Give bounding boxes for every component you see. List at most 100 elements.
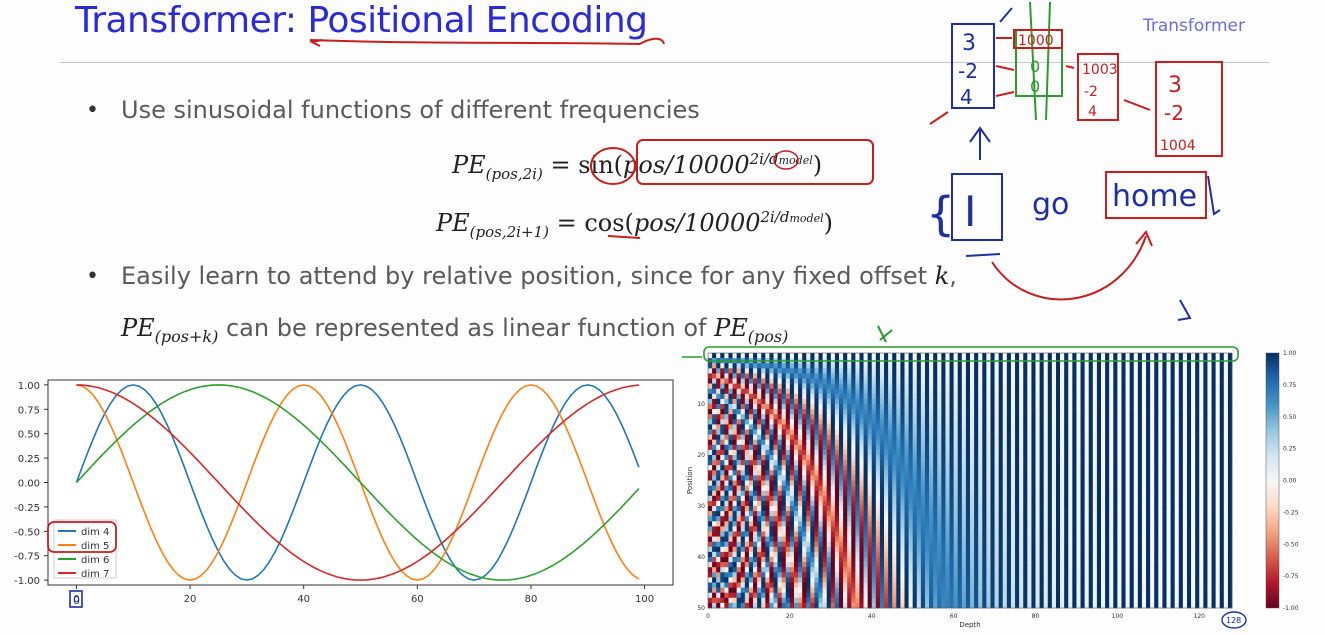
hm-x-tick-label: 60 — [950, 613, 958, 620]
eq2-lhs: PE — [436, 209, 470, 237]
colorbar-tick-label: -0.75 — [1283, 573, 1299, 580]
vec3-2: 1004 — [1160, 138, 1196, 154]
hm-y-tick-label: 40 — [697, 554, 705, 561]
y-tick-label: -1.00 — [14, 576, 40, 587]
hm-ylabel: Position — [686, 467, 694, 494]
legend-label: dim 5 — [81, 541, 109, 552]
colorbar-tick-label: 0.75 — [1283, 382, 1297, 389]
legend-label: dim 6 — [81, 555, 109, 566]
series-line-4 — [75, 384, 640, 581]
heatmap-frame — [707, 352, 1233, 609]
pe-label: PE — [714, 314, 748, 342]
word-go: go — [1032, 187, 1069, 222]
pe-vec-0: 1000 — [1018, 33, 1054, 49]
bullet-dot-1: • — [86, 98, 99, 123]
pek-label: PE — [121, 314, 155, 342]
hm-xlabel: Depth — [959, 621, 980, 629]
zero-ink-box — [69, 590, 83, 608]
colorbar-tick-label: 0.00 — [1283, 478, 1297, 485]
eq1-sub: (pos,2i) — [485, 164, 543, 183]
vec1-0: 3 — [962, 31, 976, 56]
x-tick-label: 100 — [635, 594, 654, 605]
eq2-fn: cos — [584, 209, 625, 237]
eq2-sub: (pos,2i+1) — [469, 222, 549, 241]
first-row-ink — [703, 346, 1239, 362]
legend-ink-box — [47, 521, 117, 553]
bullet-2-k: k — [934, 262, 950, 290]
line-chart: 1.00 0.75 0.50 0.25 0.00 -0.25 -0.50 -0.75 -1.00… — [14, 379, 674, 608]
word-home: home — [1112, 179, 1197, 214]
zero-mark: 0 — [73, 594, 80, 607]
x-tick-label: 40 — [297, 594, 310, 605]
y-tick-label: 0.00 — [18, 479, 40, 490]
y-tick-label: -0.25 — [14, 503, 40, 514]
section-label: Transformer — [1142, 16, 1245, 36]
colorbar-tick-label: -1.00 — [1283, 605, 1299, 612]
vec1-2: 4 — [960, 85, 973, 109]
pek-sub: (pos+k) — [154, 326, 219, 346]
y-tick-label: 0.50 — [18, 430, 40, 441]
bullet-dot-2: • — [86, 264, 99, 289]
legend-box — [53, 519, 117, 579]
depth-ink-circle — [1221, 611, 1247, 629]
vec2-2: 4 — [1088, 104, 1097, 120]
colorbar-tick-label: 1.00 — [1283, 350, 1297, 357]
equation-cos: PE(pos,2i+1) = cos(pos/100002i/dmodel) — [436, 208, 833, 241]
colorbar-tick-label: -0.25 — [1283, 509, 1299, 516]
depth-mark: 128 — [1226, 616, 1241, 625]
hm-y-tick-label: 20 — [697, 452, 705, 459]
y-tick-label: -0.75 — [14, 552, 40, 563]
vec3-1: -2 — [1164, 101, 1184, 125]
vec2-0: 1003 — [1082, 62, 1118, 78]
hm-x-tick-label: 100 — [1112, 613, 1124, 620]
hm-x-tick-label: 80 — [1032, 613, 1040, 620]
y-tick-label: 0.25 — [18, 454, 40, 465]
hm-x-tick-label: 20 — [786, 613, 794, 620]
series-line-6 — [75, 384, 640, 581]
pe-sub: (pos) — [747, 326, 789, 346]
x-tick-label: 20 — [184, 594, 197, 605]
y-tick-label: 0.75 — [18, 405, 40, 416]
colorbar-tick-label: -0.50 — [1283, 541, 1299, 548]
eq2-arg: pos/10000 — [633, 209, 761, 237]
y-tick-label: 1.00 — [18, 381, 40, 392]
eq2-sup: 2i/d — [760, 208, 790, 226]
hm-x-tick-label: 120 — [1194, 613, 1206, 620]
x-tick-label: 0 — [73, 594, 79, 605]
eq2-supsub: model — [789, 212, 824, 225]
vec1-1: -2 — [958, 59, 978, 83]
bullet-2-pre: Easily learn to attend by relative posit… — [121, 262, 935, 290]
hm-x-tick-label: 40 — [868, 613, 876, 620]
bullet-2-post: , — [949, 262, 957, 290]
hm-y-tick-label: 30 — [697, 503, 705, 510]
bullet-1-text: Use sinusoidal functions of different fr… — [121, 96, 700, 124]
series-line-5 — [76, 384, 640, 581]
hm-x-tick-label: 0 — [706, 613, 710, 620]
slide-title: Transformer: Positional Encoding — [75, 0, 648, 41]
colorbar-tick-label: 0.25 — [1283, 446, 1297, 453]
brace-left: { — [926, 187, 955, 241]
legend-label: dim 7 — [81, 569, 109, 580]
x-tick-label: 60 — [411, 594, 424, 605]
eq1-lhs: PE — [452, 151, 486, 179]
pe-vec-2: 0 — [1030, 77, 1040, 96]
pe-vec-1: 0 — [1030, 57, 1040, 76]
y-tick-label: -0.50 — [14, 527, 40, 538]
x-tick-label: 80 — [525, 594, 538, 605]
series-line-7 — [76, 384, 639, 581]
word-i: I — [964, 187, 976, 236]
vec3-0: 3 — [1168, 73, 1182, 98]
heatmap-chart: 0 20 40 60 80 100 120 10 20 30 40 50 Depth Position 1.… — [682, 346, 1299, 629]
line3-mid: can be represented as linear function of — [218, 314, 715, 342]
bullet-2-text: Easily learn to attend by relative posit… — [121, 262, 957, 290]
colorbar — [1265, 352, 1280, 609]
vec2-1: -2 — [1084, 84, 1098, 100]
legend-label: dim 4 — [81, 527, 109, 538]
hm-y-tick-label: 10 — [697, 401, 705, 408]
hm-y-tick-label: 50 — [697, 605, 705, 612]
heatmap-cells — [708, 353, 1233, 609]
bullet-2-line2: PE(pos+k) can be represented as linear f… — [121, 314, 788, 346]
colorbar-tick-label: 0.50 — [1283, 414, 1297, 421]
title-divider — [60, 62, 1270, 63]
